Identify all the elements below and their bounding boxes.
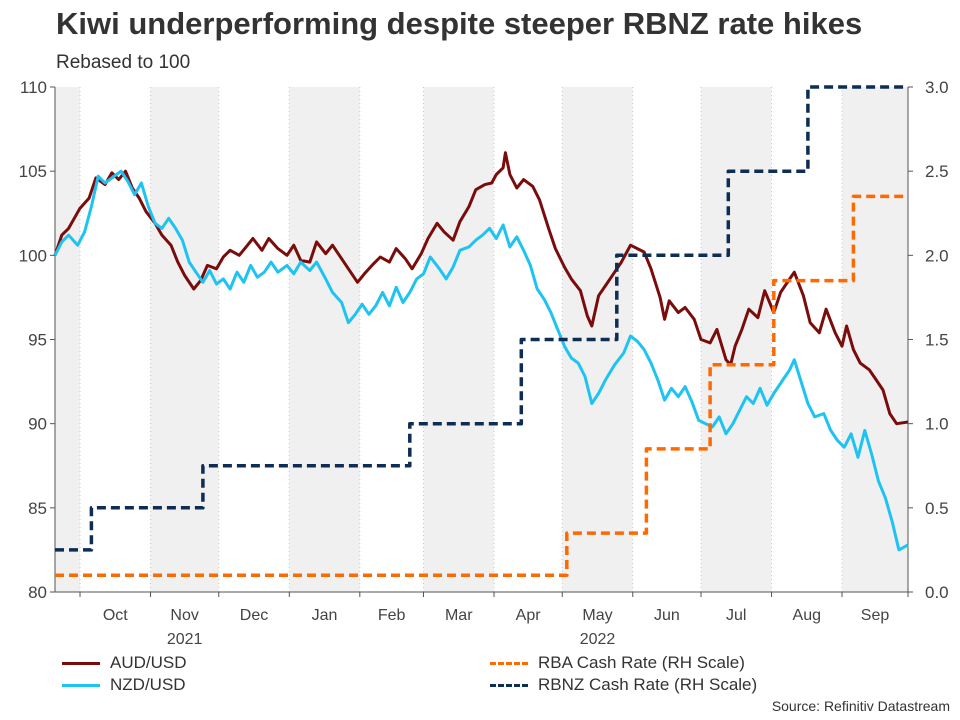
right-tick-label: 3.0 [925, 78, 949, 97]
left-tick-label: 95 [28, 331, 47, 350]
source-note: Source: Refinitiv Datastream [771, 698, 950, 714]
shade-mar [423, 87, 495, 592]
shade-nov [150, 87, 219, 592]
rbnz-cash-rate-line [55, 85, 908, 552]
legend-aud-usd: AUD/USD [62, 653, 187, 673]
legend-nzd-usd: NZD/USD [62, 675, 186, 695]
right-tick-label: 2.0 [925, 246, 949, 265]
axes [50, 86, 913, 597]
left-tick-label: 80 [28, 583, 47, 602]
x-tick-label: Jun [654, 607, 680, 624]
legend-rbnz-label: RBNZ Cash Rate (RH Scale) [538, 675, 758, 694]
legend-aud-usd-label: AUD/USD [110, 653, 187, 672]
left-tick-label: 105 [19, 162, 47, 181]
x-tick-label: Jan [312, 607, 338, 624]
right-tick-label: 2.5 [925, 162, 949, 181]
right-tick-label: 0.0 [925, 583, 949, 602]
legend-rba-swatch [490, 661, 528, 665]
x-tick-label: Dec [240, 607, 268, 624]
x-tick-label: Mar [445, 607, 473, 624]
shade-sep [842, 87, 908, 592]
x-tick-label: Nov [170, 607, 198, 624]
x-tick-label: Apr [516, 607, 542, 624]
axis-labels: 80 85 90 95 100 105 110 0.0 0.5 1.0 1.5 2.0 2.5 3.0 Oc… [19, 78, 949, 648]
year-label: 2021 [167, 631, 203, 648]
x-tick-label: Aug [793, 607, 821, 624]
legend-nzd-usd-label: NZD/USD [110, 675, 186, 694]
month-shading [55, 87, 908, 592]
left-tick-label: 90 [28, 415, 47, 434]
right-tick-label: 1.0 [925, 415, 949, 434]
x-tick-label: May [582, 607, 612, 624]
x-tick-label: Sep [861, 607, 890, 624]
nzd-usd-line [53, 169, 909, 552]
legend-aud-usd-swatch [62, 661, 100, 665]
legend-rba-label: RBA Cash Rate (RH Scale) [538, 653, 745, 672]
legend-rbnz-cash-rate: RBNZ Cash Rate (RH Scale) [490, 675, 757, 695]
left-tick-label: 100 [19, 246, 47, 265]
right-tick-label: 1.5 [925, 331, 949, 350]
shade-jan [289, 87, 360, 592]
x-tick-label: Jul [726, 607, 746, 624]
series-lines [53, 85, 909, 577]
chart-title: Kiwi underperforming despite steeper RBN… [56, 6, 863, 41]
chart-subtitle: Rebased to 100 [56, 52, 191, 73]
right-tick-label: 0.5 [925, 499, 949, 518]
x-tick-label: Feb [378, 607, 406, 624]
shade-sep-2021 [55, 87, 81, 592]
legend-nzd-usd-swatch [62, 683, 100, 687]
legend-rba-cash-rate: RBA Cash Rate (RH Scale) [490, 653, 745, 673]
rba-cash-rate-line [55, 194, 908, 577]
legend-rbnz-swatch [490, 683, 528, 687]
year-label: 2022 [580, 631, 616, 648]
left-tick-label: 85 [28, 499, 47, 518]
left-tick-label: 110 [20, 78, 47, 97]
x-tick-label: Oct [103, 607, 128, 624]
